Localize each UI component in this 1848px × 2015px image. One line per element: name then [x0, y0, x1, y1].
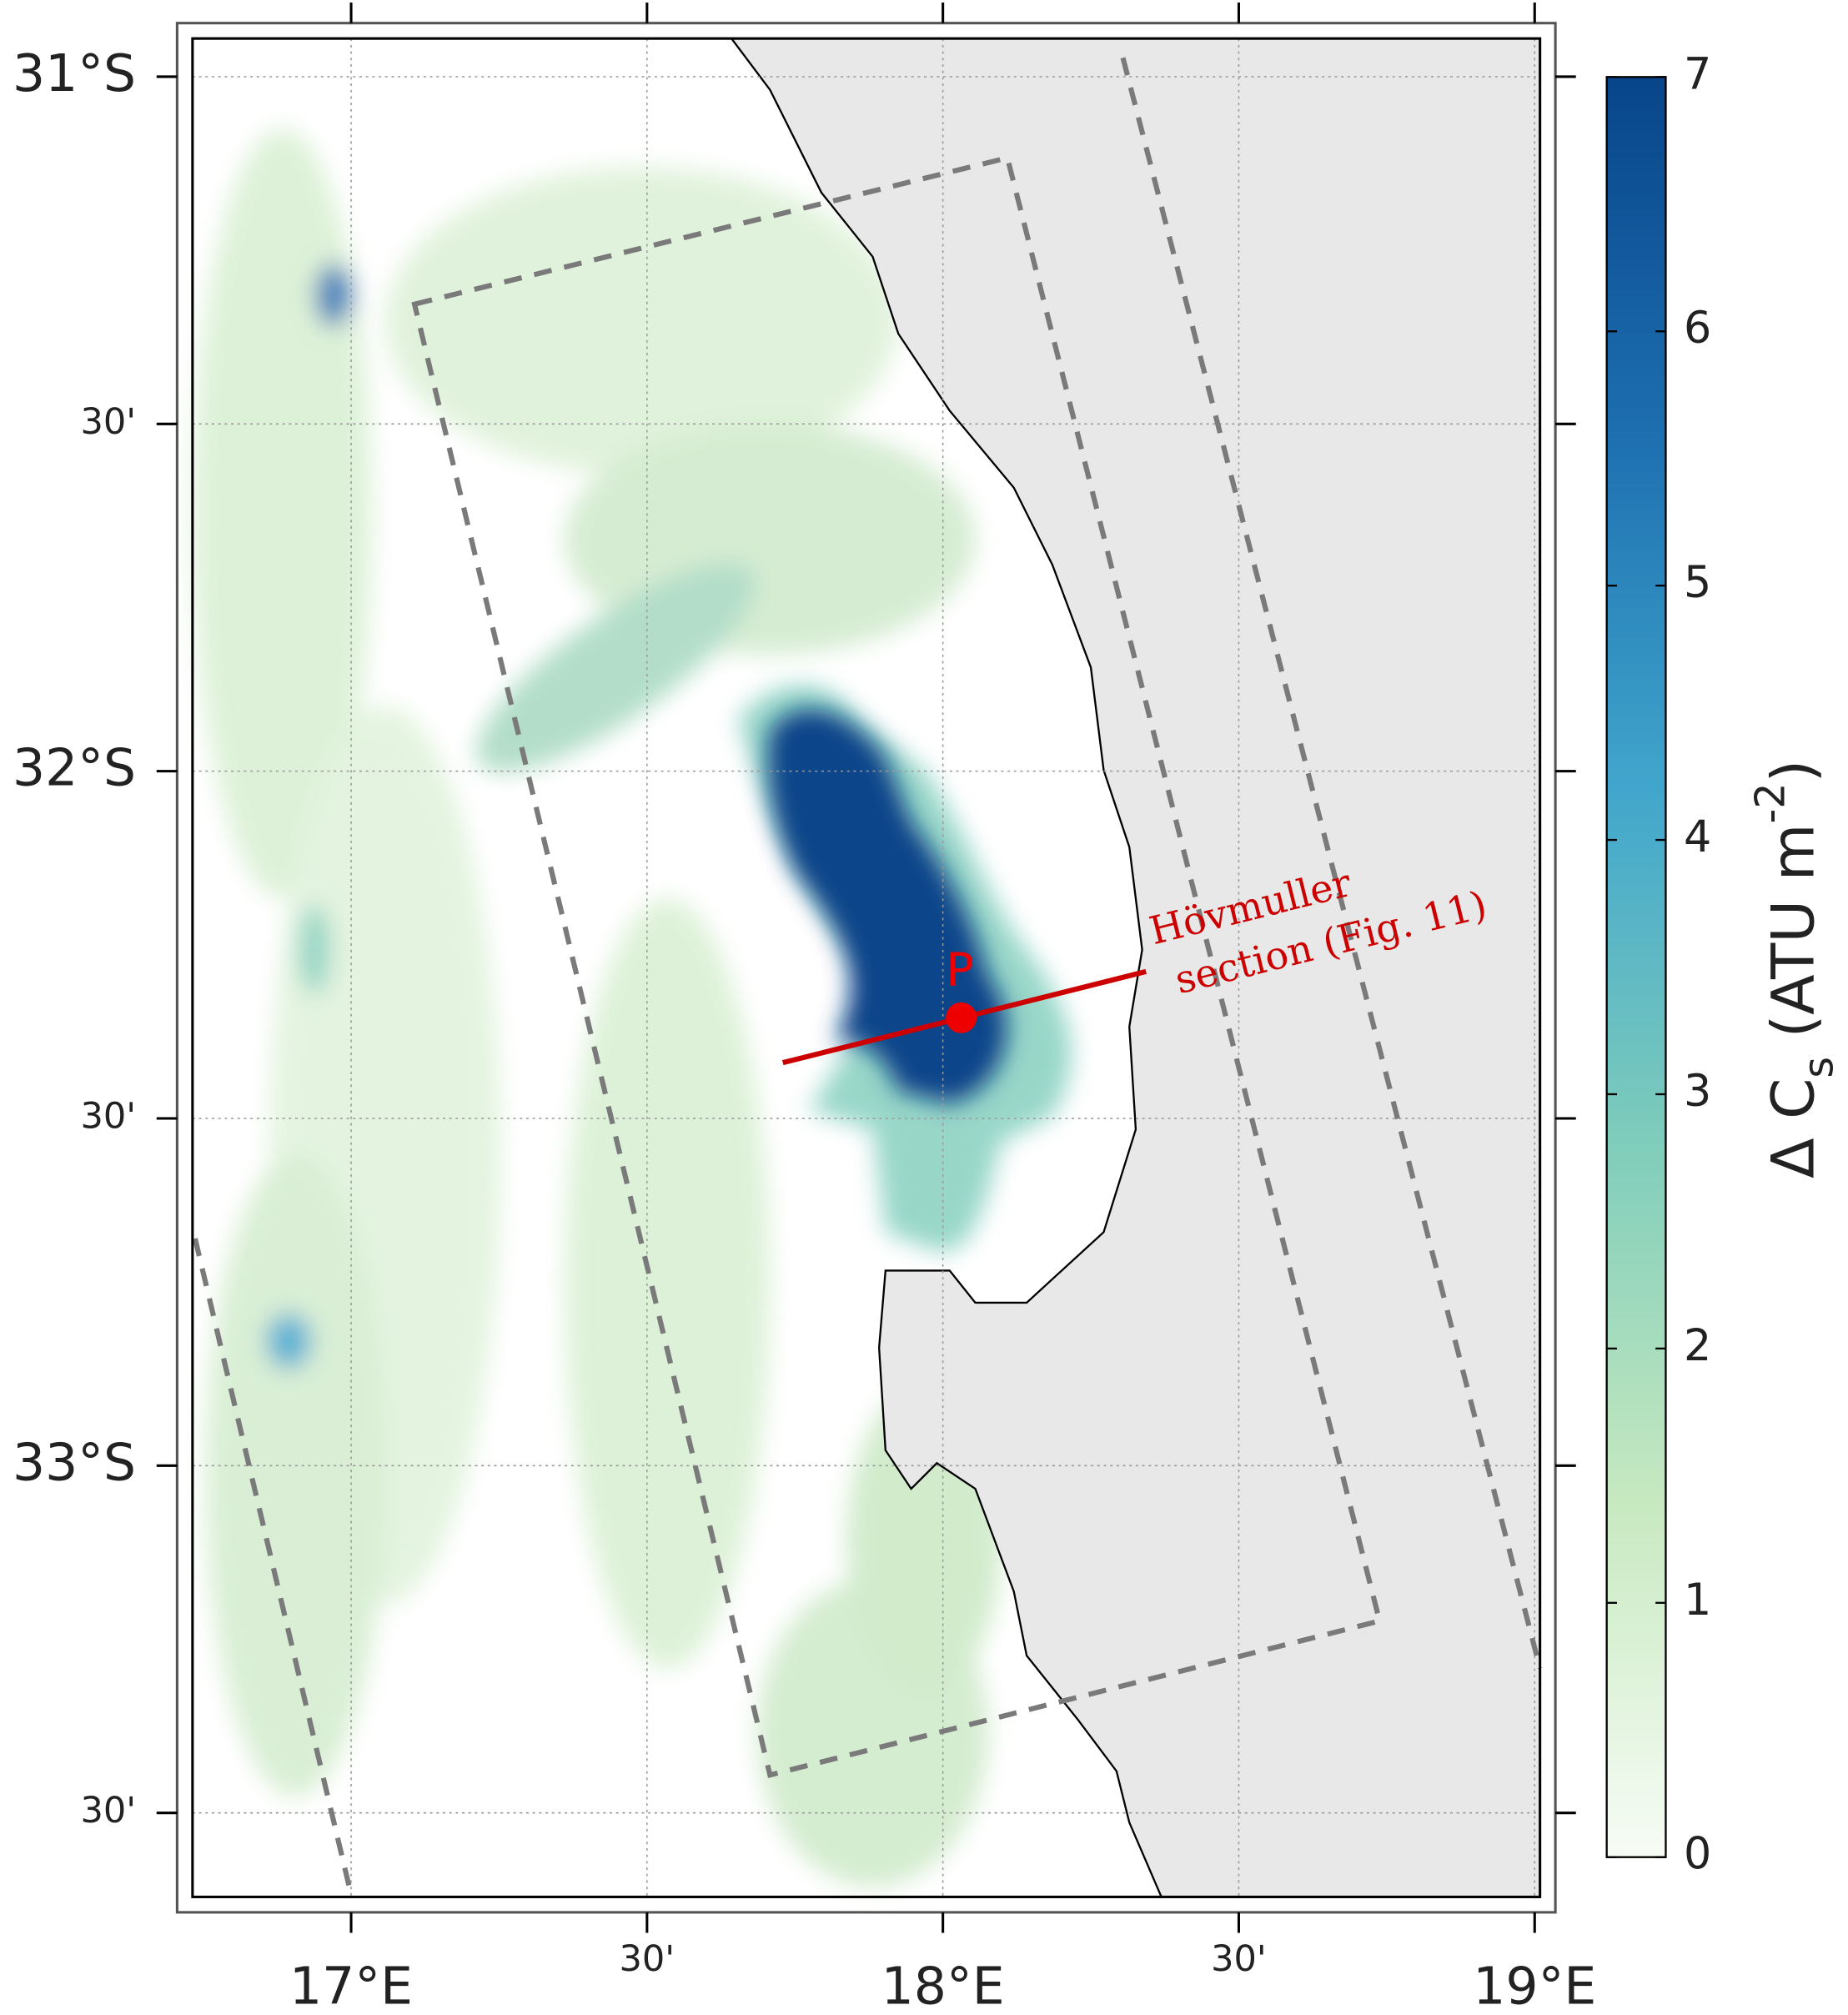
x-tick-label: 30' [620, 1938, 675, 1980]
y-tick-label: 32°S [13, 738, 136, 798]
y-tick-label: 30' [80, 1790, 136, 1832]
colorbar [1605, 76, 1667, 1858]
outer-box-right [1120, 57, 1543, 1670]
ticks: 17°E 30' 18°E 30' 19°E 31°S 30' 32°S 30' 33°S 30' 0… [13, 3, 1711, 2015]
colorbar-label-part: Δ C [1758, 1078, 1827, 1178]
colorbar-tick-label: 0 [1684, 1829, 1711, 1880]
land [729, 38, 1541, 1898]
colorbar-tick-label: 5 [1684, 557, 1711, 608]
outer-box-left [192, 1238, 354, 1898]
colorbar-tick-label: 4 [1684, 812, 1711, 862]
y-tick-label: 31°S [13, 43, 136, 103]
colorbar-tick-label: 6 [1684, 303, 1711, 354]
frame-outer [175, 22, 1557, 1914]
x-tick-label: 17°E [289, 1956, 413, 2015]
domain-boxes [192, 57, 1543, 1898]
colorbar-label: Δ Cs (ATU m-2) [1745, 760, 1842, 1178]
point-label: P [946, 944, 973, 997]
point-p [946, 1002, 977, 1033]
x-tick-label: 18°E [881, 1956, 1005, 2015]
y-tick-label: 33°S [13, 1432, 136, 1492]
frame-inner [191, 37, 1542, 1898]
x-tick-label: 19°E [1473, 1956, 1596, 2015]
grid [192, 38, 1540, 1897]
colorbar-tick-label: 1 [1684, 1575, 1711, 1626]
coastal-anomaly-core [767, 709, 1007, 1104]
x-tick-label: 30' [1211, 1938, 1267, 1980]
y-tick-label: 30' [80, 401, 136, 443]
colorbar-tick-label: 2 [1684, 1320, 1711, 1371]
colorbar-tick-label: 3 [1684, 1066, 1711, 1117]
colorbar-tick-label: 7 [1684, 48, 1711, 99]
y-tick-label: 30' [80, 1095, 136, 1137]
colorbar-label-part: -2 [1745, 782, 1794, 823]
inner-box [411, 154, 1383, 1778]
colorbar-label-part: (ATU m [1758, 823, 1827, 1056]
colorbar-label-part: s [1794, 1057, 1842, 1078]
colorbar-label-part: ) [1758, 760, 1827, 783]
